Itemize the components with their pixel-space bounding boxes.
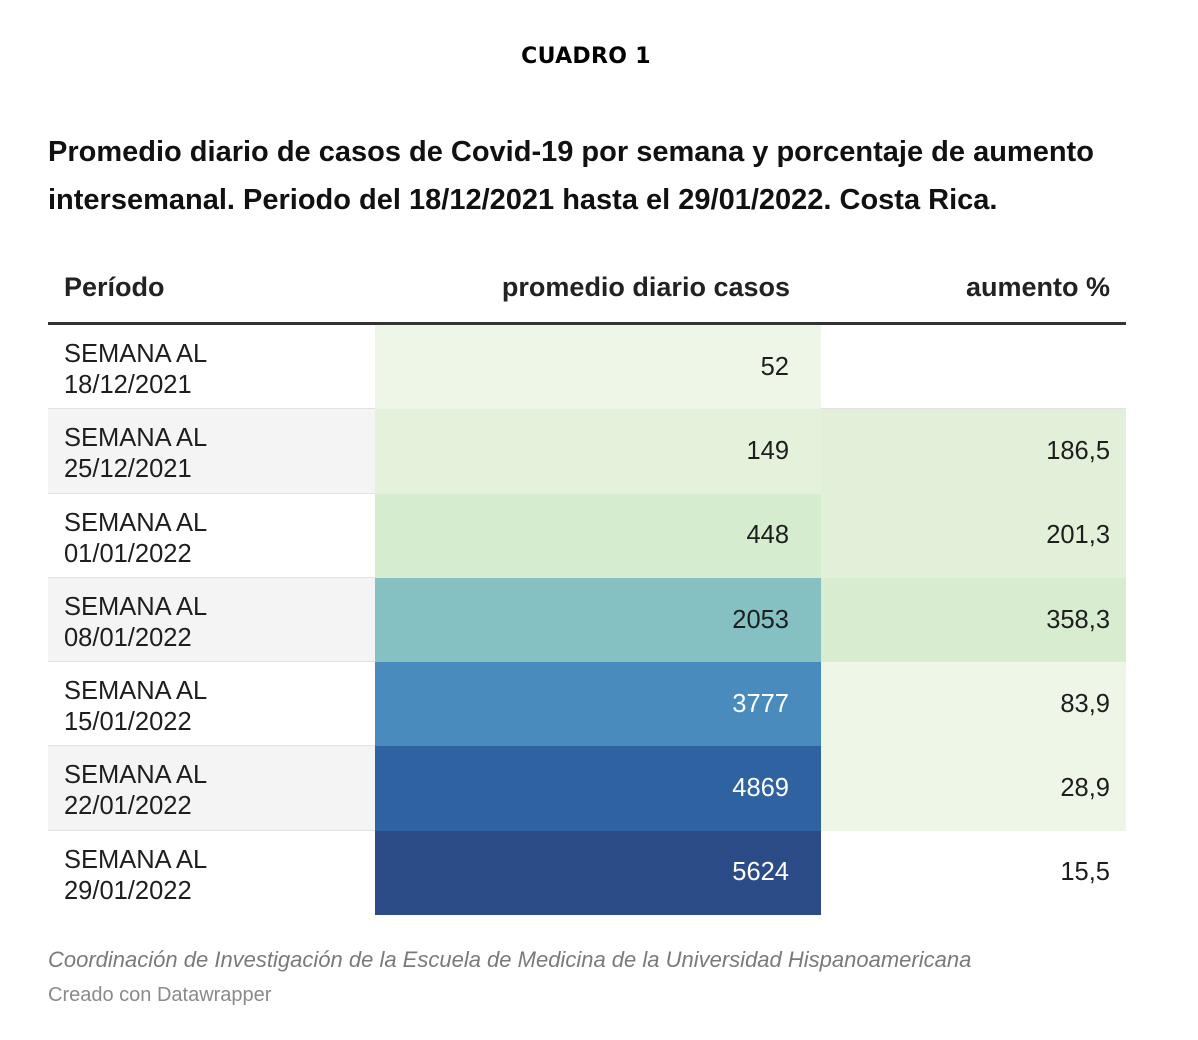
cell-casos: 3777 — [375, 662, 821, 747]
cell-periodo: SEMANA AL 18/12/2021 — [64, 339, 364, 401]
periodo-line2: 22/01/2022 — [64, 792, 192, 821]
cell-periodo: SEMANA AL 08/01/2022 — [64, 592, 364, 654]
table-row: SEMANA AL 29/01/2022 5624 15,5 — [48, 830, 1126, 916]
periodo-line1: SEMANA AL — [64, 592, 208, 621]
cell-casos: 149 — [375, 409, 821, 494]
periodo-line2: 15/01/2022 — [64, 708, 192, 737]
cell-periodo: SEMANA AL 29/01/2022 — [64, 845, 364, 907]
periodo-line2: 25/12/2021 — [64, 455, 192, 484]
periodo-line2: 29/01/2022 — [64, 876, 192, 905]
cell-aumento: 15,5 — [1060, 858, 1110, 887]
cell-casos: 52 — [375, 325, 821, 410]
cell-periodo: SEMANA AL 15/01/2022 — [64, 676, 364, 738]
periodo-line1: SEMANA AL — [64, 340, 208, 368]
cell-aumento: 186,5 — [821, 409, 1126, 494]
cell-aumento: 201,3 — [821, 493, 1126, 578]
table-row: SEMANA AL 25/12/2021 149 186,5 — [48, 409, 1126, 494]
cell-aumento: 28,9 — [821, 746, 1126, 831]
table-body: SEMANA AL 18/12/2021 52 SEMANA AL 25/12/2021… — [48, 325, 1126, 916]
cell-casos: 4869 — [375, 746, 821, 831]
cell-casos: 448 — [375, 493, 821, 578]
cell-aumento: 83,9 — [821, 662, 1126, 747]
header-periodo[interactable]: Período — [64, 272, 165, 302]
table-row: SEMANA AL 18/12/2021 52 — [48, 325, 1126, 410]
periodo-line1: SEMANA AL — [64, 508, 208, 537]
header-aumento[interactable]: aumento % — [965, 272, 1110, 302]
credit-note: Creado con Datawrapper — [48, 984, 272, 1006]
source-note: Coordinación de Investigación de la Escu… — [48, 947, 972, 972]
periodo-line2: 01/01/2022 — [64, 539, 192, 568]
periodo-line1: SEMANA AL — [64, 424, 208, 453]
cell-casos: 2053 — [375, 577, 821, 663]
table-row: SEMANA AL 22/01/2022 4869 28,9 — [48, 746, 1126, 831]
cell-periodo: SEMANA AL 25/12/2021 — [64, 423, 364, 485]
cell-aumento — [821, 325, 1126, 409]
table-label: CUADRO 1 — [521, 44, 651, 69]
cell-periodo: SEMANA AL 22/01/2022 — [64, 760, 364, 822]
table-row: SEMANA AL 08/01/2022 2053 358,3 — [48, 577, 1126, 663]
data-table: Período promedio diario casos aumento % … — [48, 262, 1126, 916]
periodo-line2: 08/01/2022 — [64, 623, 192, 652]
table-row: SEMANA AL 15/01/2022 3777 83,9 — [48, 662, 1126, 747]
chart-title: Promedio diario de casos de Covid-19 por… — [48, 136, 1094, 216]
periodo-line1: SEMANA AL — [64, 677, 208, 706]
periodo-line1: SEMANA AL — [64, 761, 208, 790]
periodo-line2: 18/12/2021 — [64, 371, 192, 399]
cell-casos: 5624 — [375, 830, 821, 916]
cell-periodo: SEMANA AL 01/01/2022 — [64, 508, 364, 570]
cell-aumento: 358,3 — [821, 577, 1126, 663]
table-row: SEMANA AL 01/01/2022 448 201,3 — [48, 493, 1126, 578]
table-header: Período promedio diario casos aumento % — [48, 262, 1126, 325]
periodo-line1: SEMANA AL — [64, 845, 208, 874]
header-casos[interactable]: promedio diario casos — [501, 272, 790, 302]
